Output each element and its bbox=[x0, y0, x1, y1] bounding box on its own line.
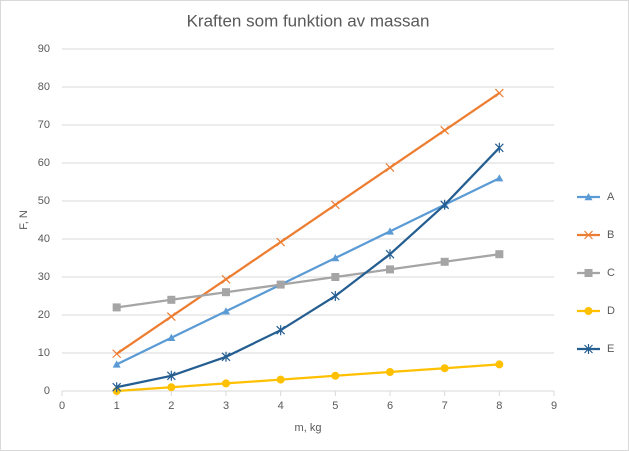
series-line bbox=[116, 363, 500, 393]
y-axis-label: F, N bbox=[18, 210, 30, 230]
series-line bbox=[116, 253, 500, 309]
x-tick-label: 4 bbox=[278, 400, 284, 412]
legend-label: C bbox=[607, 267, 615, 279]
marker bbox=[166, 312, 176, 321]
x-tick-label: 5 bbox=[332, 400, 338, 412]
marker bbox=[222, 288, 230, 297]
marker bbox=[331, 254, 340, 262]
x-tick-label: 2 bbox=[168, 400, 174, 412]
marker bbox=[494, 142, 504, 153]
x-tick-label: 9 bbox=[551, 400, 557, 412]
marker bbox=[331, 371, 340, 380]
marker bbox=[276, 280, 285, 289]
marker bbox=[276, 237, 286, 247]
marker bbox=[167, 383, 176, 392]
marker bbox=[584, 230, 593, 240]
marker bbox=[584, 307, 593, 315]
legend-label: A bbox=[607, 191, 615, 203]
y-tick-label: 20 bbox=[38, 309, 50, 321]
marker bbox=[166, 370, 176, 381]
marker bbox=[440, 257, 449, 266]
marker bbox=[221, 351, 231, 362]
y-tick-label: 90 bbox=[38, 43, 50, 55]
marker bbox=[330, 200, 340, 210]
y-tick-label: 50 bbox=[38, 195, 50, 207]
y-tick-label: 40 bbox=[38, 233, 50, 245]
y-tick-label: 70 bbox=[38, 119, 50, 131]
legend-label: E bbox=[607, 343, 614, 355]
marker bbox=[385, 249, 395, 260]
marker bbox=[495, 360, 504, 369]
marker bbox=[112, 360, 121, 368]
marker bbox=[330, 291, 340, 301]
y-tick-label: 0 bbox=[44, 385, 50, 397]
marker bbox=[112, 382, 122, 393]
marker bbox=[495, 250, 504, 259]
marker bbox=[386, 265, 394, 274]
legend-label: B bbox=[607, 229, 614, 241]
marker bbox=[221, 274, 231, 284]
marker bbox=[386, 227, 394, 235]
marker bbox=[495, 174, 504, 182]
marker bbox=[385, 163, 395, 172]
marker bbox=[440, 199, 450, 210]
marker bbox=[167, 295, 176, 304]
marker bbox=[276, 325, 286, 336]
marker bbox=[440, 125, 450, 135]
marker bbox=[584, 193, 593, 201]
x-axis-label: m, kg bbox=[295, 422, 322, 434]
marker bbox=[276, 375, 285, 384]
x-tick-label: 8 bbox=[496, 400, 502, 412]
chart-title: Kraften som funktion av massan bbox=[187, 11, 430, 30]
legend-label: D bbox=[607, 305, 615, 317]
marker bbox=[584, 344, 593, 354]
series-line bbox=[116, 147, 501, 389]
x-tick-label: 0 bbox=[59, 400, 65, 412]
marker bbox=[584, 269, 593, 277]
y-tick-label: 60 bbox=[38, 157, 50, 169]
marker bbox=[331, 273, 340, 281]
series-line bbox=[116, 177, 500, 366]
y-tick-label: 80 bbox=[38, 81, 50, 93]
marker bbox=[222, 307, 230, 315]
x-tick-label: 3 bbox=[223, 400, 229, 412]
marker bbox=[494, 88, 504, 98]
marker bbox=[112, 303, 121, 312]
marker bbox=[386, 368, 394, 376]
x-tick-label: 7 bbox=[442, 400, 448, 412]
x-tick-label: 1 bbox=[114, 400, 120, 412]
marker bbox=[222, 379, 230, 388]
series-line bbox=[116, 92, 500, 355]
y-tick-label: 10 bbox=[38, 347, 50, 359]
marker bbox=[112, 349, 122, 359]
x-tick-label: 6 bbox=[387, 400, 393, 412]
marker bbox=[440, 364, 449, 373]
y-tick-label: 30 bbox=[38, 271, 50, 283]
marker bbox=[167, 333, 176, 341]
